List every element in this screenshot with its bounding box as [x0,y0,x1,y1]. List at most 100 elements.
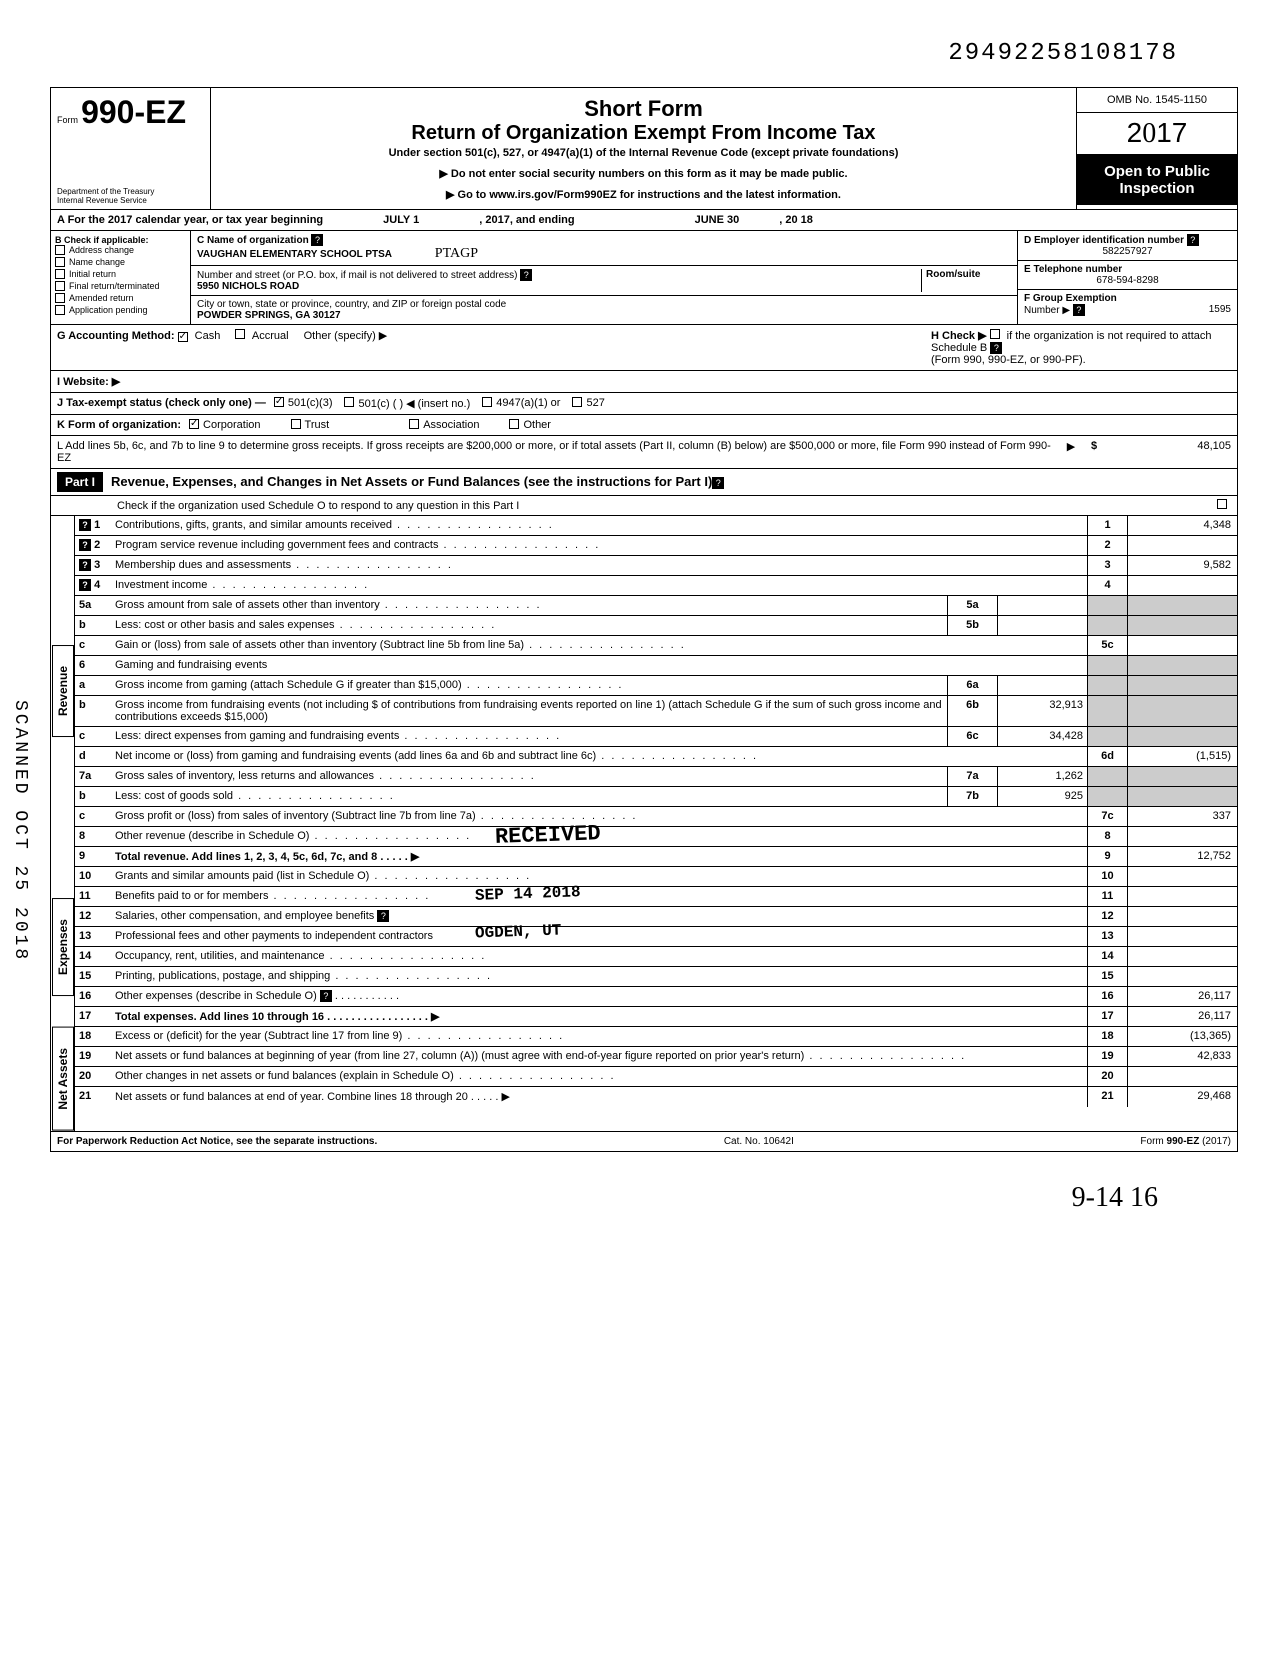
form-header: Form 990-EZ Department of the Treasury I… [50,87,1238,210]
line-19-val: 42,833 [1127,1047,1237,1066]
line-1: ? 1 Contributions, gifts, grants, and si… [75,516,1237,536]
line-17-val: 26,117 [1127,1007,1237,1026]
other-org-label: Other [523,419,551,431]
line-21-num: 21 [1087,1087,1127,1107]
help-icon[interactable]: ? [320,990,332,1002]
help-icon[interactable]: ? [712,477,724,489]
open-to-public: Open to Public Inspection [1077,155,1237,205]
cb-other-org[interactable] [509,419,519,429]
cb-address-change[interactable]: Address change [55,245,186,255]
help-icon[interactable]: ? [79,559,91,571]
cb-label-pending: Application pending [69,305,148,315]
cb-association[interactable] [409,419,419,429]
line-3-desc: Membership dues and assessments [111,556,1087,575]
line-5a-desc: Gross amount from sale of assets other t… [111,596,947,615]
line-11-desc: Benefits paid to or for members [111,887,1087,906]
line-9-num: 9 [1087,847,1127,866]
line-6b-desc: Gross income from fundraising events (no… [111,696,947,726]
accounting-label: G Accounting Method: [57,330,175,342]
cb-schedule-o[interactable] [1217,499,1227,509]
cb-527[interactable] [572,397,582,407]
line-2-num: 2 [1087,536,1127,555]
address: 5950 NICHOLS ROAD [197,281,299,292]
line-13-num: 13 [1087,927,1127,946]
group-exemption-row: F Group Exemption Number ▶ ? 1595 [1018,290,1237,319]
year-end-month: JUNE 30 [695,214,740,226]
trust-label: Trust [305,419,330,431]
cb-final-return[interactable]: Final return/terminated [55,281,186,291]
netassets-vert-label: Net Assets [52,1027,74,1131]
cb-501c[interactable] [344,397,354,407]
section-a-tax-year: A For the 2017 calendar year, or tax yea… [50,210,1238,231]
cb-name-change[interactable]: Name change [55,257,186,267]
help-icon[interactable]: ? [1187,234,1199,246]
line-6c: c Less: direct expenses from gaming and … [75,727,1237,747]
opt-501c3: 501(c)(3) [288,397,333,410]
cb-4947[interactable] [482,397,492,407]
line-14-val [1127,947,1237,966]
cb-schedule-b[interactable] [990,329,1000,339]
revenue-vert-label: Revenue [52,645,74,737]
help-icon[interactable]: ? [1073,304,1085,316]
help-icon[interactable]: ? [79,579,91,591]
cb-cash[interactable] [178,332,188,342]
ein-label: D Employer identification number [1024,235,1184,246]
line-15-val [1127,967,1237,986]
line-6a-sub: 6a [947,676,997,695]
line-6d-desc: Net income or (loss) from gaming and fun… [111,747,1087,766]
revenue-label-col: Revenue [51,516,75,867]
cb-trust[interactable] [291,419,301,429]
line-13: 13 Professional fees and other payments … [75,927,1237,947]
accrual-label: Accrual [252,330,289,342]
cb-amended-return[interactable]: Amended return [55,293,186,303]
line-20-val [1127,1067,1237,1086]
line-16-desc: Other expenses (describe in Schedule O) … [111,987,1087,1006]
line-14-desc: Occupancy, rent, utilities, and maintena… [111,947,1087,966]
help-icon[interactable]: ? [520,269,532,281]
ein-row: D Employer identification number ? 58225… [1018,231,1237,261]
line-9: 9 Total revenue. Add lines 1, 2, 3, 4, 5… [75,847,1237,867]
cb-corporation[interactable] [189,419,199,429]
phone-row: E Telephone number 678-594-8298 [1018,261,1237,290]
line-10-desc: Grants and similar amounts paid (list in… [111,867,1087,886]
line-11: 11 Benefits paid to or for members 11 SE… [75,887,1237,907]
help-icon[interactable]: ? [79,539,91,551]
line-11-val [1127,887,1237,906]
dept-treasury: Department of the Treasury [57,187,154,196]
cash-label: Cash [195,330,221,342]
footer-note: For Paperwork Reduction Act Notice, see … [50,1132,1238,1152]
cb-501c3[interactable] [274,397,284,407]
city-row: City or town, state or province, country… [191,296,1017,324]
line-4-num: 4 [1087,576,1127,595]
revenue-section: Revenue ? 1 Contributions, gifts, grants… [50,516,1238,867]
section-h-label: H Check ▶ [931,330,987,342]
other-method-label: Other (specify) ▶ [304,330,388,342]
line-1-desc: Contributions, gifts, grants, and simila… [111,516,1087,535]
line-5c-num: 5c [1087,636,1127,655]
line-4-val [1127,576,1237,595]
cb-initial-return[interactable]: Initial return [55,269,186,279]
cb-accrual[interactable] [235,329,245,339]
cb-label-amended: Amended return [69,293,134,303]
section-a-label: A For the 2017 calendar year, or tax yea… [57,214,323,226]
group-num-label: Number ▶ [1024,305,1070,316]
help-icon[interactable]: ? [377,910,389,922]
open-public-line1: Open to Public [1081,163,1233,180]
help-icon[interactable]: ? [79,519,91,531]
received-date-stamp: SEP 14 2018 [475,883,581,905]
line-16-num: 16 [1087,987,1127,1006]
org-name-label: C Name of organization [197,235,309,246]
line-6c-subval: 34,428 [997,727,1087,746]
help-icon[interactable]: ? [990,342,1002,354]
assoc-label: Association [423,419,479,431]
help-icon[interactable]: ? [311,234,323,246]
cb-application-pending[interactable]: Application pending [55,305,186,315]
line-17: 17 Total expenses. Add lines 10 through … [75,1007,1237,1027]
line-5a-sub: 5a [947,596,997,615]
footer-left: For Paperwork Reduction Act Notice, see … [57,1136,377,1147]
room-label: Room/suite [926,269,980,280]
line-7c: c Gross profit or (loss) from sales of i… [75,807,1237,827]
line-13-val [1127,927,1237,946]
line-15: 15 Printing, publications, postage, and … [75,967,1237,987]
line-21-val: 29,468 [1127,1087,1237,1107]
